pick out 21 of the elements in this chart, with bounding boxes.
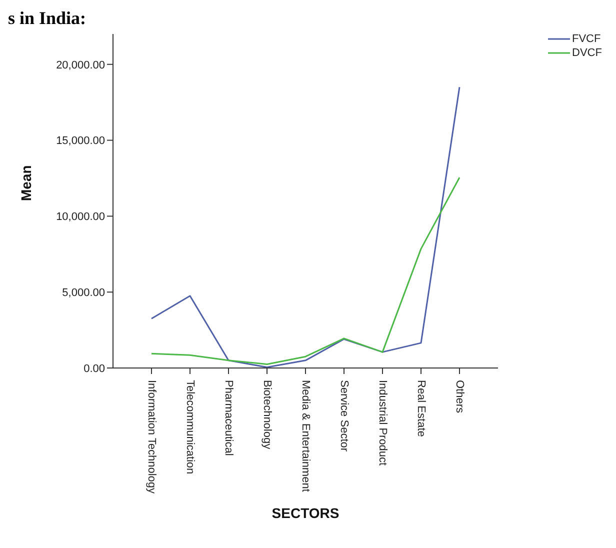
x-tick-label: Others [454,380,466,414]
y-axis-title: Mean [18,165,34,201]
x-tick-label: Real Estate [415,380,427,437]
line-series [150,176,460,365]
y-tick-label: 15,000.00 [56,135,105,148]
legend-label: FVCF [572,32,601,46]
x-tick-label: Information Technology [146,380,158,494]
x-tick-label: Biotechnology [261,380,273,450]
y-tick-label: 10,000.00 [56,211,105,224]
x-tick-label: Industrial Product [376,380,388,466]
x-tick-label: Pharmaceutical [222,380,234,456]
x-tick-label: Telecommunication [184,380,196,474]
chart-title: s in India: [8,8,88,28]
legend-label: DVCF [572,46,602,60]
y-tick-label: 20,000.00 [56,59,105,72]
x-tick-label: Service Sector [338,380,350,452]
line-series [150,86,460,368]
y-tick-label: 5,000.00 [62,286,105,299]
x-axis-title: SECTORS [272,505,340,521]
y-tick-label: 0.00 [84,362,105,375]
x-tick-label: Media & Entertainment [300,380,312,492]
